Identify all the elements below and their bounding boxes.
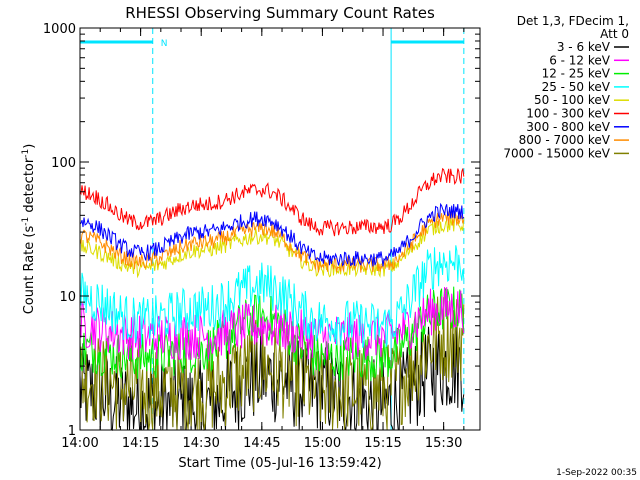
series-line-3 (79, 245, 465, 348)
legend-entry-label: 6 - 12 keV (549, 53, 611, 67)
legend-entry-label: 3 - 6 keV (557, 40, 611, 54)
series-line-6 (79, 202, 465, 267)
x-tick-label: 15:00 (304, 436, 341, 451)
legend-entry-label: 100 - 300 keV (526, 107, 610, 121)
x-tick-label: 14:30 (182, 436, 219, 451)
y-tick-label: 100 (51, 156, 76, 171)
x-tick-label: 14:00 (61, 436, 98, 451)
chart-title: RHESSI Observing Summary Count Rates (125, 4, 435, 22)
legend-header-line2: Att 0 (600, 27, 629, 41)
series-line-2 (79, 286, 465, 382)
legend-entry-label: 50 - 100 keV (534, 93, 611, 107)
x-tick-label: 14:45 (243, 436, 280, 451)
series-line-0 (79, 326, 465, 432)
series-lines (79, 167, 465, 432)
x-axis-label: Start Time (05-Jul-16 13:59:42) (178, 456, 381, 471)
x-axis: 14:00 14:15 14:30 14:45 15:00 15:15 15:30 (61, 28, 465, 451)
y-tick-label: 10 (59, 290, 76, 305)
series-line-5 (79, 167, 465, 237)
legend-entry-label: 800 - 7000 keV (519, 133, 611, 147)
legend-entry-label: 300 - 800 keV (526, 120, 610, 134)
y-axis: 1 10 100 1000 (43, 22, 480, 439)
footer-date: 1-Sep-2022 00:35 (556, 468, 637, 478)
plot-frame (79, 27, 481, 431)
legend-entry-label: 25 - 50 keV (542, 80, 611, 94)
series-line-7 (79, 210, 465, 273)
x-tick-label: 14:15 (122, 436, 159, 451)
night-flag-label: N (161, 39, 168, 49)
y-tick-label: 1 (68, 424, 76, 439)
x-tick-label: 15:15 (364, 436, 401, 451)
y-axis-label: Count Rate (s-1 detector-1) (21, 144, 37, 315)
x-tick-label: 15:30 (425, 436, 462, 451)
y-tick-label: 1000 (43, 22, 76, 37)
legend-header-line1: Det 1,3, FDecim 1, (517, 14, 629, 28)
legend-entry-label: 12 - 25 keV (542, 67, 611, 81)
legend-entry-label: 7000 - 15000 keV (503, 146, 610, 160)
